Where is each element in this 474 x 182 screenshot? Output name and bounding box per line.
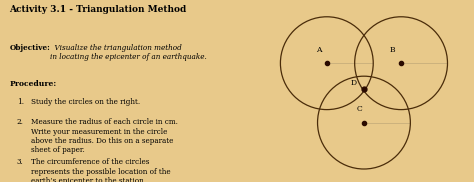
Text: Study the circles on the right.: Study the circles on the right. [31,98,140,106]
Text: 2.: 2. [17,118,24,126]
Text: D: D [351,79,357,87]
Text: 1.: 1. [17,98,24,106]
Text: Objective:: Objective: [9,44,50,52]
Text: The circumference of the circles
represents the possible location of the
earth’s: The circumference of the circles represe… [31,158,171,182]
Text: Procedure:: Procedure: [9,80,57,88]
Text: Measure the radius of each circle in cm.
Write your measurement in the circle
ab: Measure the radius of each circle in cm.… [31,118,178,154]
Text: A: A [316,46,321,54]
Text: 3.: 3. [17,158,23,166]
Text: C: C [356,105,362,113]
Text: Activity 3.1 - Triangulation Method: Activity 3.1 - Triangulation Method [9,5,187,14]
Text: B: B [390,46,396,54]
Text: Visualize the triangulation method
in locating the epicenter of an earthquake.: Visualize the triangulation method in lo… [50,44,207,61]
